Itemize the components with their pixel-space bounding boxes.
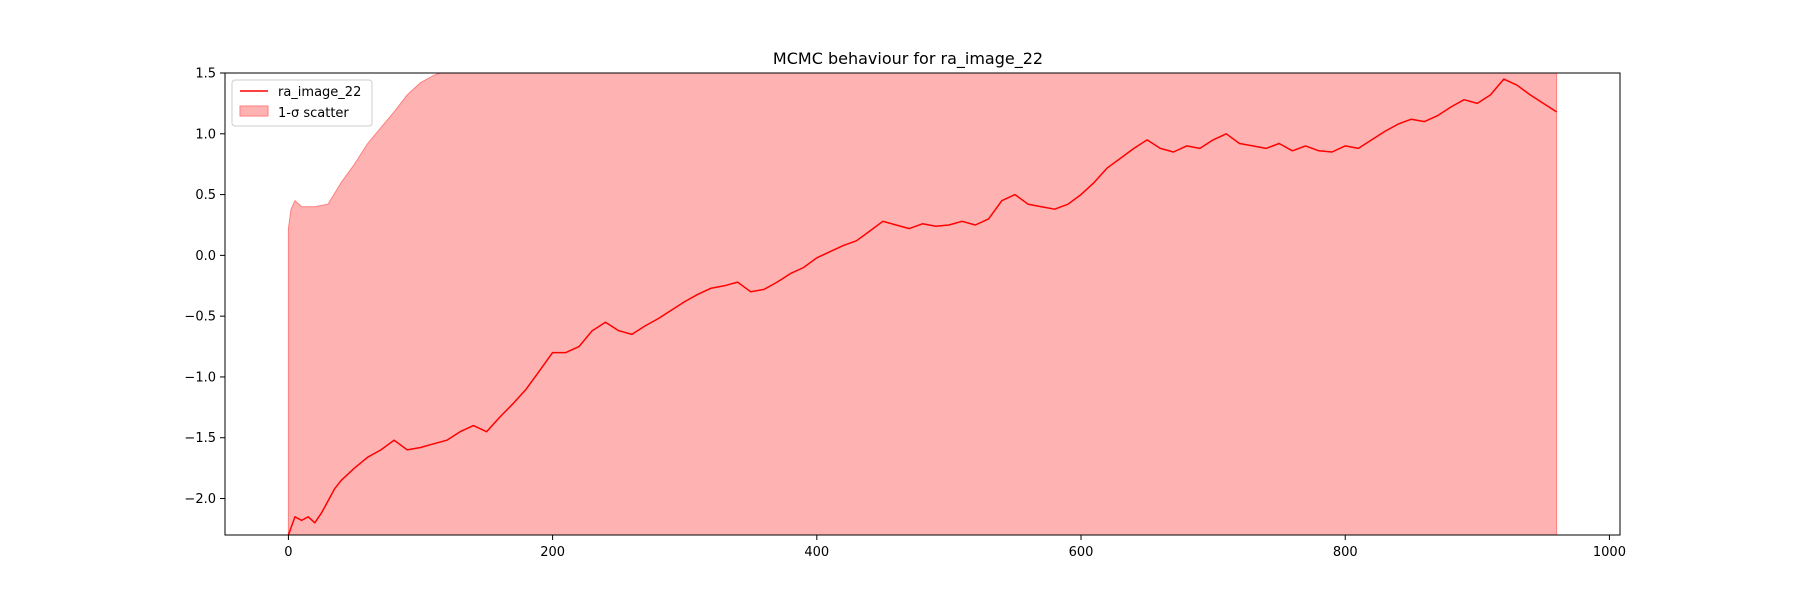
scatter-band-layer <box>287 73 1558 535</box>
plot-frame <box>224 72 1621 536</box>
x-tick-label: 400 <box>804 545 829 560</box>
y-tick-label: 0.5 <box>195 188 216 203</box>
x-tick-label: 800 <box>1333 545 1358 560</box>
y-tick-label: −1.0 <box>184 370 216 385</box>
legend-label-trace: ra_image_22 <box>278 85 361 100</box>
x-tick-label: 1000 <box>1593 545 1626 560</box>
x-axis: 0 200 400 600 800 1000 <box>284 535 1626 560</box>
y-tick-label: −2.0 <box>184 492 216 507</box>
legend: ra_image_22 1-σ scatter <box>231 79 373 127</box>
y-tick-label: 0.0 <box>195 249 216 264</box>
x-tick-label: 0 <box>284 545 292 560</box>
y-tick-label: −0.5 <box>184 310 216 325</box>
legend-label-scatter: 1-σ scatter <box>278 106 349 121</box>
y-tick-label: 1.0 <box>195 127 216 142</box>
chart-title: MCMC behaviour for ra_image_22 <box>773 49 1043 69</box>
x-tick-label: 600 <box>1069 545 1094 560</box>
legend-patch-swatch <box>239 105 269 117</box>
y-tick-label: −1.5 <box>184 431 216 446</box>
trace-line <box>287 78 1558 535</box>
y-tick-label: 1.5 <box>195 67 216 82</box>
trace-line-layer <box>287 78 1558 535</box>
x-tick-label: 200 <box>540 545 565 560</box>
scatter-band <box>287 73 1558 535</box>
y-axis: −2.0 −1.5 −1.0 −0.5 0.0 0.5 1.0 1.5 <box>184 67 225 507</box>
